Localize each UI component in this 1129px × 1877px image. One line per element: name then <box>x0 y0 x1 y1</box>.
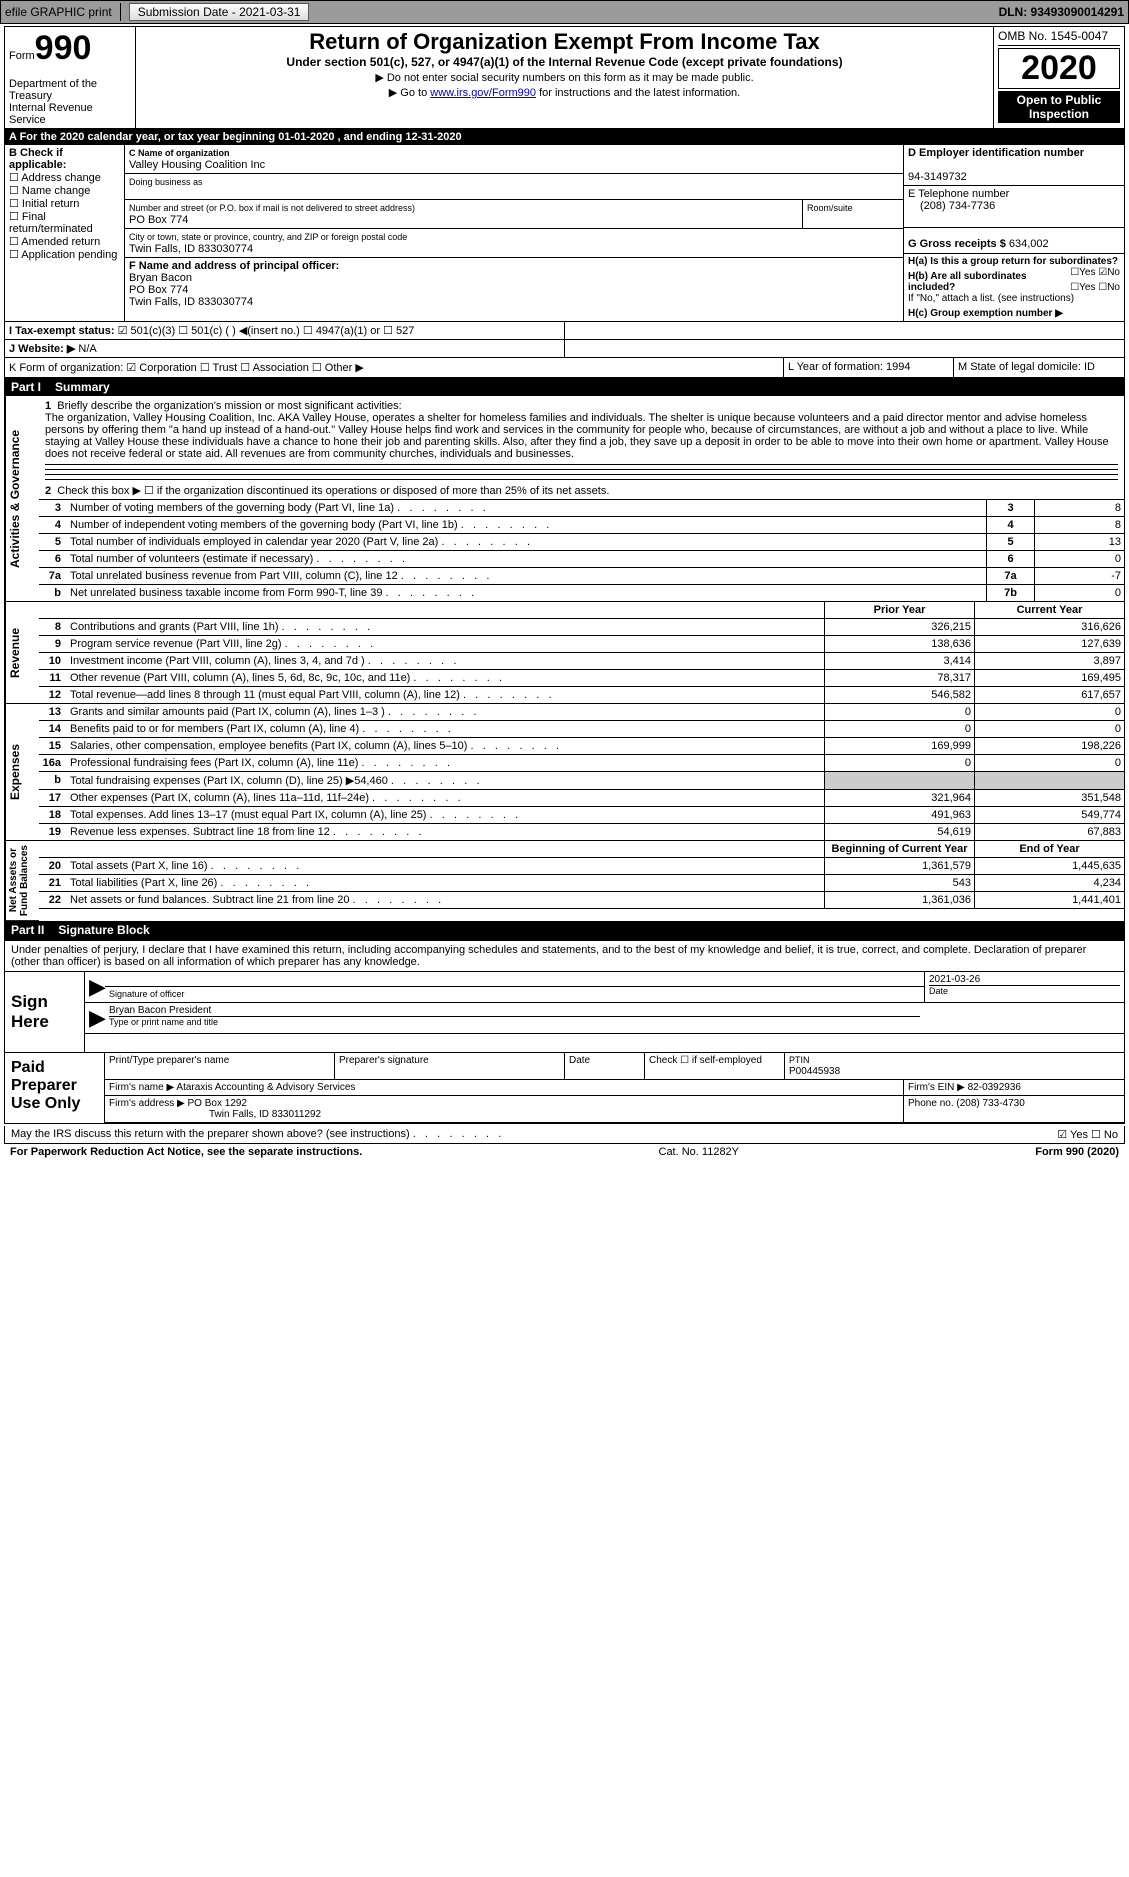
summary-line-5: 5Total number of individuals employed in… <box>39 534 1124 551</box>
row-a: A For the 2020 calendar year, or tax yea… <box>5 129 1124 145</box>
vlabel-revenue: Revenue <box>5 602 39 704</box>
tax-year: 2020 <box>998 48 1120 89</box>
vlabel-expenses: Expenses <box>5 704 39 841</box>
sign-here-label: Sign Here <box>5 972 85 1052</box>
money-line-18: 18Total expenses. Add lines 13–17 (must … <box>39 807 1124 824</box>
box-c: C Name of organizationValley Housing Coa… <box>125 145 904 321</box>
form-subtitle: Under section 501(c), 527, or 4947(a)(1)… <box>140 55 989 69</box>
governance-section: 1 Briefly describe the organization's mi… <box>39 396 1124 602</box>
row-m: M State of legal domicile: ID <box>954 358 1124 377</box>
perjury-declaration: Under penalties of perjury, I declare th… <box>5 941 1124 972</box>
netassets-section: Beginning of Current YearEnd of Year 20T… <box>39 841 1124 921</box>
money-line-20: 20Total assets (Part X, line 16)1,361,57… <box>39 858 1124 875</box>
signature-block: Under penalties of perjury, I declare th… <box>4 940 1125 1124</box>
open-inspection: Open to Public Inspection <box>998 91 1120 123</box>
irs-link[interactable]: www.irs.gov/Form990 <box>430 87 536 99</box>
top-toolbar: efile GRAPHIC print Submission Date - 20… <box>0 0 1129 24</box>
row-i: I Tax-exempt status: ☑ 501(c)(3) ☐ 501(c… <box>5 322 565 339</box>
revenue-section: Prior YearCurrent Year 8Contributions an… <box>39 602 1124 704</box>
summary-line-3: 3Number of voting members of the governi… <box>39 500 1124 517</box>
summary-line-6: 6Total number of volunteers (estimate if… <box>39 551 1124 568</box>
money-line-b: bTotal fundraising expenses (Part IX, co… <box>39 772 1124 790</box>
note2: ▶ Go to www.irs.gov/Form990 for instruct… <box>140 86 989 99</box>
money-line-12: 12Total revenue—add lines 8 through 11 (… <box>39 687 1124 704</box>
money-line-14: 14Benefits paid to or for members (Part … <box>39 721 1124 738</box>
summary-line-b: bNet unrelated business taxable income f… <box>39 585 1124 602</box>
money-line-13: 13Grants and similar amounts paid (Part … <box>39 704 1124 721</box>
money-line-11: 11Other revenue (Part VIII, column (A), … <box>39 670 1124 687</box>
form-frame: Form990 Department of the Treasury Inter… <box>4 26 1125 940</box>
money-line-19: 19Revenue less expenses. Subtract line 1… <box>39 824 1124 841</box>
submission-date-button[interactable]: Submission Date - 2021-03-31 <box>129 3 310 21</box>
money-line-22: 22Net assets or fund balances. Subtract … <box>39 892 1124 909</box>
summary-line-4: 4Number of independent voting members of… <box>39 517 1124 534</box>
title-cell: Return of Organization Exempt From Incom… <box>135 27 994 128</box>
dept-label: Department of the Treasury Internal Reve… <box>9 78 131 126</box>
money-line-21: 21Total liabilities (Part X, line 26)543… <box>39 875 1124 892</box>
money-line-8: 8Contributions and grants (Part VIII, li… <box>39 619 1124 636</box>
paid-preparer-label: Paid Preparer Use Only <box>5 1053 105 1123</box>
dln-label: DLN: 93493090014291 <box>999 5 1124 19</box>
money-line-9: 9Program service revenue (Part VIII, lin… <box>39 636 1124 653</box>
row-j: J Website: ▶ N/A <box>5 340 565 357</box>
part1-bar: Part ISummary <box>5 378 1124 396</box>
money-line-16a: 16aProfessional fundraising fees (Part I… <box>39 755 1124 772</box>
expenses-section: 13Grants and similar amounts paid (Part … <box>39 704 1124 841</box>
vlabel-governance: Activities & Governance <box>5 396 39 602</box>
note1: ▶ Do not enter social security numbers o… <box>140 71 989 84</box>
money-line-10: 10Investment income (Part VIII, column (… <box>39 653 1124 670</box>
year-cell: OMB No. 1545-0047 2020 Open to Public In… <box>994 27 1124 128</box>
row-k: K Form of organization: ☑ Corporation ☐ … <box>5 358 784 377</box>
box-b: B Check if applicable: ☐ Address change … <box>5 145 125 321</box>
preparer-info: Print/Type preparer's namePreparer's sig… <box>105 1053 1124 1123</box>
money-line-15: 15Salaries, other compensation, employee… <box>39 738 1124 755</box>
box-deg: D Employer identification number94-31497… <box>904 145 1124 321</box>
omb-label: OMB No. 1545-0047 <box>998 29 1120 46</box>
money-line-17: 17Other expenses (Part IX, column (A), l… <box>39 790 1124 807</box>
footer: For Paperwork Reduction Act Notice, see … <box>4 1144 1125 1160</box>
part2-bar: Part IISignature Block <box>5 921 1124 939</box>
form-990: 990 <box>35 29 92 67</box>
vlabel-netassets: Net Assets or Fund Balances <box>5 841 39 921</box>
row-l: L Year of formation: 1994 <box>784 358 954 377</box>
form-number-cell: Form990 Department of the Treasury Inter… <box>5 27 135 128</box>
form-title: Return of Organization Exempt From Incom… <box>140 29 989 55</box>
discuss-row: May the IRS discuss this return with the… <box>4 1126 1125 1144</box>
efile-label: efile GRAPHIC print <box>5 5 112 19</box>
summary-line-7a: 7aTotal unrelated business revenue from … <box>39 568 1124 585</box>
